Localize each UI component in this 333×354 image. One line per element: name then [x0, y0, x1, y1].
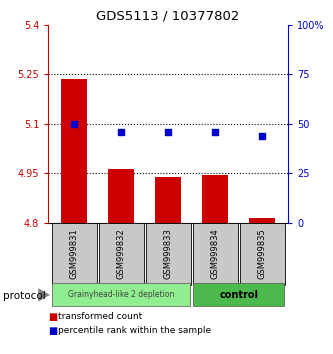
- Point: [259, 133, 265, 139]
- Bar: [193, 283, 284, 306]
- Bar: [108, 169, 134, 223]
- Bar: [52, 223, 97, 285]
- Text: GSM999831: GSM999831: [70, 229, 79, 279]
- Text: Grainyhead-like 2 depletion: Grainyhead-like 2 depletion: [68, 290, 174, 299]
- Point: [166, 129, 171, 135]
- Title: GDS5113 / 10377802: GDS5113 / 10377802: [97, 9, 240, 22]
- Text: ■: ■: [48, 312, 58, 322]
- Text: percentile rank within the sample: percentile rank within the sample: [58, 326, 211, 336]
- Bar: [146, 223, 191, 285]
- Text: GSM999833: GSM999833: [164, 229, 173, 279]
- Point: [212, 129, 218, 135]
- Bar: [61, 79, 87, 223]
- Bar: [192, 223, 238, 285]
- Text: GSM999835: GSM999835: [258, 229, 267, 279]
- Text: transformed count: transformed count: [58, 312, 143, 321]
- Bar: [249, 218, 275, 223]
- Bar: [155, 177, 181, 223]
- Bar: [202, 175, 228, 223]
- Bar: [52, 283, 190, 306]
- Text: protocol: protocol: [3, 291, 46, 301]
- Polygon shape: [38, 288, 50, 302]
- Point: [72, 121, 77, 127]
- Text: control: control: [219, 290, 258, 300]
- Text: ■: ■: [48, 326, 58, 336]
- Bar: [99, 223, 144, 285]
- Text: GSM999832: GSM999832: [117, 229, 126, 279]
- Bar: [240, 223, 285, 285]
- Text: GSM999834: GSM999834: [211, 229, 220, 279]
- Point: [119, 129, 124, 135]
